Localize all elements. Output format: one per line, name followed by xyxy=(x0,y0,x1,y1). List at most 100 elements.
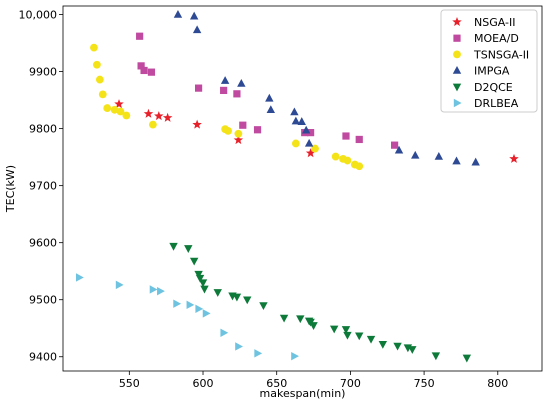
data-point xyxy=(301,125,311,134)
y-tick-label: 9600 xyxy=(29,237,57,250)
data-point xyxy=(92,60,101,69)
legend-label: IMPGA xyxy=(474,65,510,78)
series-tsnsga-ii xyxy=(90,43,364,171)
plot-area xyxy=(62,5,543,372)
data-point xyxy=(195,304,204,314)
legend-label: D2QCE xyxy=(474,81,513,94)
x-axis: 550 600 650 700 750 800 xyxy=(119,371,508,390)
y-tick-label: 9500 xyxy=(29,294,57,307)
legend-item: D2QCE xyxy=(452,81,513,94)
data-point xyxy=(90,43,98,52)
data-point xyxy=(378,340,388,349)
data-point xyxy=(331,152,340,161)
data-point xyxy=(233,135,244,145)
legend-item: IMPGA xyxy=(452,65,510,78)
data-point xyxy=(95,75,104,84)
data-point xyxy=(235,342,243,351)
data-point xyxy=(431,352,441,361)
legend-marker xyxy=(453,50,461,59)
data-point xyxy=(186,300,195,310)
legend-marker xyxy=(452,66,462,74)
data-point xyxy=(297,117,306,125)
data-point xyxy=(291,116,301,125)
data-point xyxy=(220,328,229,337)
data-point xyxy=(192,119,202,129)
data-point xyxy=(114,99,124,109)
data-point xyxy=(149,285,158,294)
y-tick-label: 10,000 xyxy=(19,9,58,22)
data-point xyxy=(157,286,165,296)
y-axis-label: TEC(kW) xyxy=(4,165,17,213)
legend-item: MOEA/D xyxy=(453,32,519,45)
data-point xyxy=(394,145,404,154)
legend-label: TSNSGA-II xyxy=(473,48,529,61)
data-point xyxy=(254,349,263,358)
data-point xyxy=(220,76,230,84)
series-nsga-ii xyxy=(114,99,519,163)
data-point xyxy=(391,141,399,149)
data-point xyxy=(195,274,205,283)
data-point xyxy=(341,326,351,334)
data-point xyxy=(471,157,480,166)
data-point xyxy=(200,285,209,294)
legend-marker xyxy=(452,83,462,92)
series-d2qce xyxy=(169,242,472,363)
data-point xyxy=(173,9,183,18)
data-point xyxy=(452,156,461,165)
data-point xyxy=(232,293,242,302)
y-tick-label: 9700 xyxy=(29,180,57,193)
y-tick-label: 9400 xyxy=(29,351,57,364)
x-tick-label: 600 xyxy=(193,377,214,390)
data-point xyxy=(154,111,164,121)
data-point xyxy=(198,279,208,288)
data-point xyxy=(233,90,241,98)
legend-label: MOEA/D xyxy=(474,32,519,45)
data-point xyxy=(192,25,202,34)
data-point xyxy=(137,62,145,70)
data-point xyxy=(243,296,252,305)
legend-marker xyxy=(453,98,462,108)
data-point xyxy=(329,325,339,334)
data-point xyxy=(304,138,314,147)
data-point xyxy=(290,107,299,116)
data-point xyxy=(110,105,119,114)
series-drlbea xyxy=(76,273,299,361)
legend-box xyxy=(440,9,538,113)
data-point xyxy=(266,105,276,113)
y-tick-label: 9900 xyxy=(29,66,57,79)
data-point xyxy=(173,299,182,308)
data-points xyxy=(76,9,519,363)
data-point xyxy=(220,86,228,95)
data-point xyxy=(305,148,316,158)
data-point xyxy=(98,90,107,99)
data-point xyxy=(189,257,199,266)
data-point xyxy=(393,342,402,351)
data-point xyxy=(194,270,203,279)
data-point xyxy=(366,335,376,344)
data-point xyxy=(265,93,274,102)
data-point xyxy=(279,314,289,323)
data-point xyxy=(291,139,300,148)
data-point xyxy=(103,104,112,112)
data-point xyxy=(189,11,199,20)
x-tick-label: 800 xyxy=(487,377,508,390)
data-point xyxy=(184,245,193,253)
data-point xyxy=(434,151,444,160)
data-point xyxy=(343,156,352,165)
data-point xyxy=(234,129,243,138)
data-point xyxy=(509,153,519,163)
data-point xyxy=(122,111,131,120)
data-point xyxy=(309,322,318,330)
y-axis: 9400 9500 9600 9700 9800 9900 10,000 xyxy=(19,9,63,364)
data-point xyxy=(462,354,472,363)
data-point xyxy=(76,273,84,282)
data-point xyxy=(140,66,148,75)
data-point xyxy=(343,331,352,340)
plot-frame xyxy=(62,5,543,372)
data-point xyxy=(116,107,125,116)
y-tick-label: 9800 xyxy=(29,123,57,136)
data-point xyxy=(355,162,364,171)
data-point xyxy=(411,150,420,159)
legend-marker xyxy=(453,34,461,42)
